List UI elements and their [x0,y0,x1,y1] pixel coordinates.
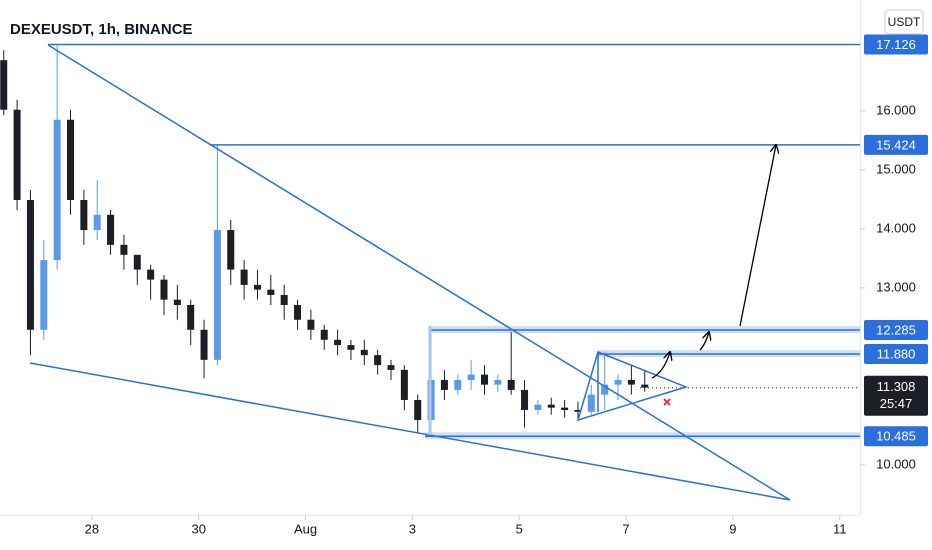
candle-body [454,379,462,390]
candle-body [627,379,635,385]
x-tick-label: Aug [294,521,317,536]
invalid-mark [663,398,671,406]
candle-body [26,199,34,330]
candle-body [574,409,582,412]
arrow [739,145,776,327]
last-price-label: 11.308 [877,379,916,394]
candle-body [507,379,515,390]
level-label: 17.126 [876,37,916,52]
countdown: 25:47 [880,396,913,411]
candle-body [240,269,248,285]
candle-body [534,404,542,410]
arrows [651,145,776,379]
candle-body [307,319,315,330]
candle-body [320,329,328,340]
candle-body [641,384,649,388]
trendline [29,362,791,501]
candle-body [80,199,88,231]
candle-body [347,345,355,350]
candle-body [227,230,235,270]
candle-body [267,289,275,295]
candle-body [561,407,569,410]
levels: 17.126 15.424 12.285 11.880 10.485 11.308 25:4… [48,34,928,447]
candle-body [400,369,408,400]
candle-body [147,269,155,280]
candle-body [614,379,622,385]
x-tick-label: 7 [622,521,629,536]
candle-body [294,304,302,320]
y-tick-label: 16.000 [876,102,916,117]
candle-body [160,279,168,300]
candle-body [494,379,502,385]
candle-body [440,379,448,390]
x-tick-label: 30 [191,521,205,536]
level-label: 15.424 [876,137,916,152]
candle-body [521,389,529,410]
candle-body [414,399,422,421]
x-tick-label: 5 [516,521,523,536]
candle-body [133,254,141,270]
level-label-bg [864,343,928,364]
candle-body [67,119,75,200]
candle-body [0,60,8,110]
candle-body [107,214,115,245]
ticks: 10.000 13.000 14.000 15.000 16.000 28 30 Aug 3 5 7… [85,102,916,536]
candle-body [467,374,475,380]
candle-body [387,365,395,370]
chart-title: DEXEUSDT, 1h, BINANCE [10,21,193,38]
candle-body [547,404,555,408]
x-tick-label: 9 [729,521,736,536]
candle-body [280,294,288,305]
y-tick-label: 15.000 [876,161,916,176]
candle-body [480,374,488,385]
currency-button[interactable] [884,9,924,35]
level-label: 12.285 [876,322,916,337]
last-price-bg [864,375,928,416]
candle-body [13,109,21,200]
candle-body [40,260,48,330]
level-label: 11.880 [877,346,916,361]
x-tick-label: 11 [833,521,847,536]
x-tick-label: 28 [85,521,99,536]
candle-body [601,384,609,395]
level-label: 10.485 [876,429,916,444]
level-label-bg [864,34,928,55]
candle-body [120,244,128,255]
candle-body [374,355,382,366]
y-tick-label: 10.000 [876,456,916,471]
candle-body [187,304,195,330]
y-tick-label: 14.000 [876,220,916,235]
candle-body [334,339,342,346]
level-label-bg [864,320,928,341]
triangle [576,350,689,422]
candle-body [587,394,595,412]
currency-label[interactable]: USDT [888,15,921,29]
arrow [651,352,670,379]
level-label-bg [864,426,928,447]
x-tick-label: 3 [409,521,416,536]
candle-body [173,299,181,305]
arrow [699,332,709,351]
trendline [47,44,791,501]
y-tick-label: 13.000 [876,279,916,294]
candle-body [53,119,61,261]
drawings [29,44,791,501]
candle-body [253,284,261,290]
candle-body [213,230,221,360]
candle-body [200,329,208,360]
level-label-bg [864,134,928,155]
candle-body [360,349,368,356]
candle-body [93,214,101,231]
